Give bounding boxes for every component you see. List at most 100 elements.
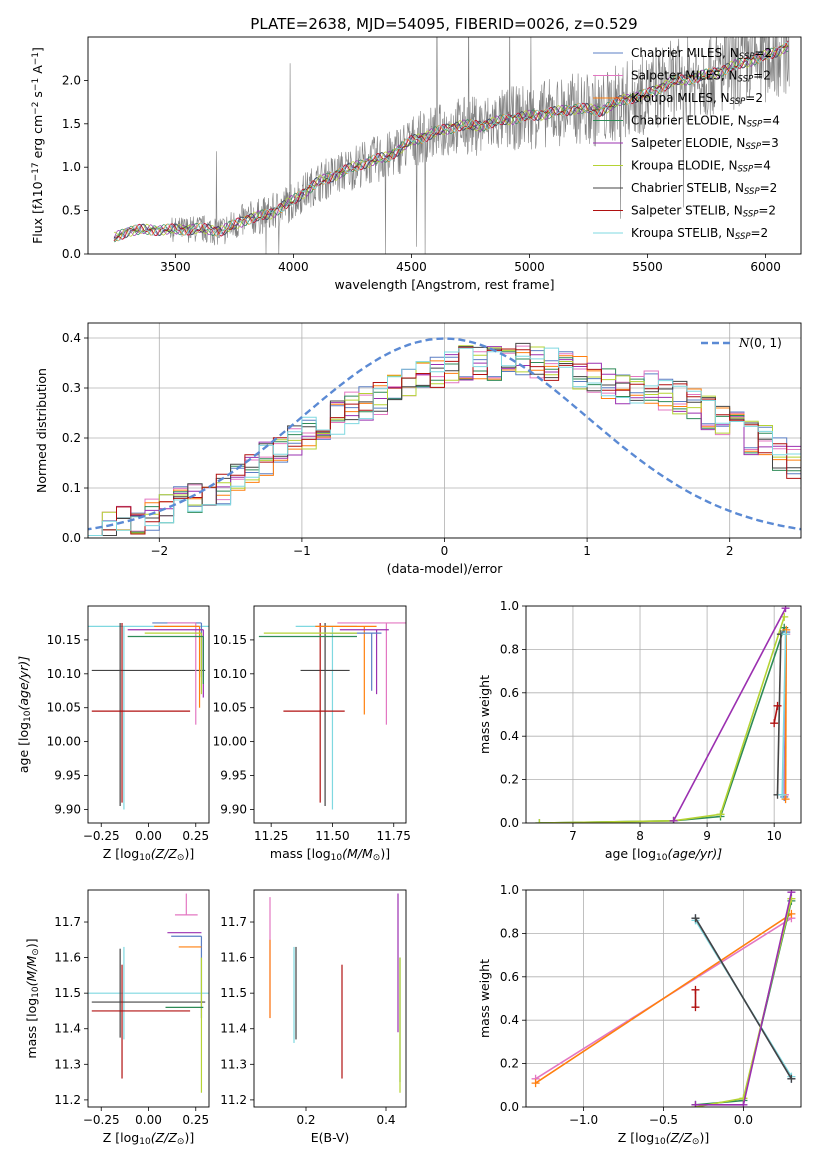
y-axis-label-part: −17 bbox=[31, 162, 41, 181]
x-tick-label: 1 bbox=[583, 544, 591, 558]
y-tick-label: 0.6 bbox=[500, 970, 519, 984]
axes-frame bbox=[253, 605, 407, 824]
legend-sub: SSP bbox=[745, 142, 761, 152]
y-axis-label-part: −2 bbox=[31, 102, 41, 115]
x-axis-label-part: (Z/Z bbox=[666, 1130, 693, 1145]
y-tick-label: 9.95 bbox=[54, 769, 81, 783]
y-tick-label: 10.00 bbox=[213, 735, 247, 749]
y-axis-label-part: erg cm bbox=[30, 115, 45, 163]
legend-tail: =4 bbox=[762, 114, 780, 128]
legend-tail: =4 bbox=[753, 159, 771, 173]
axes-frame bbox=[525, 889, 802, 1108]
x-tick-label: 0.25 bbox=[182, 1113, 209, 1127]
legend-label: Kroupa STELIB, N bbox=[631, 226, 735, 240]
histogram-chabrier_stelib bbox=[88, 342, 801, 538]
x-axis-label-part: ⊙ bbox=[692, 1137, 700, 1147]
weight-point-chabrier_stelib bbox=[787, 1074, 796, 1083]
y-tick-label: 10.05 bbox=[47, 701, 81, 715]
x-axis-label-part: 10 bbox=[139, 1137, 151, 1147]
figure-title: PLATE=2638, MJD=54095, FIBERID=0026, z=0… bbox=[250, 15, 637, 33]
legend-label: Salpeter ELODIE, N bbox=[631, 136, 745, 150]
y-axis-label: Normed distribution bbox=[34, 368, 49, 493]
x-axis-label-part: age [log bbox=[605, 846, 656, 861]
x-axis-label: E(B-V) bbox=[311, 1130, 350, 1145]
marks-residuals bbox=[88, 337, 801, 538]
x-axis-label-part: 10 bbox=[656, 853, 668, 863]
weight-point-kroupa_stelib bbox=[781, 630, 790, 639]
marks-age_vs_Z bbox=[88, 622, 209, 810]
x-tick-label: 5000 bbox=[514, 260, 545, 274]
y-tick-label: 11.5 bbox=[54, 986, 81, 1000]
y-axis-label-part: (age/yr)] bbox=[16, 656, 31, 711]
x-axis-label: (data-model)/error bbox=[387, 561, 504, 576]
weight-point-kroupa_miles bbox=[782, 625, 791, 634]
marks-mass_vs_ebv bbox=[269, 893, 401, 1093]
x-axis-label-part: )] bbox=[380, 846, 390, 861]
x-tick-label: −2 bbox=[150, 544, 168, 558]
x-tick-label: 8 bbox=[636, 829, 644, 843]
x-tick-label: 3500 bbox=[160, 260, 191, 274]
weight-line-chabrier_stelib bbox=[694, 917, 793, 1080]
legend-entry-kroupa_miles: Kroupa MILES, NSSP=2 bbox=[631, 91, 763, 107]
y-axis-label-part: −1 bbox=[31, 52, 41, 65]
plot-area-age_vs_Z bbox=[88, 622, 209, 810]
marks-weight_vs_Z bbox=[531, 890, 796, 1107]
legend-tail: =2 bbox=[758, 204, 776, 218]
weight-line-kroupa_miles bbox=[784, 629, 788, 800]
y-axis-label: age [log10(age/yr)] bbox=[16, 656, 33, 773]
axes-age_vs_mass: 11.25 11.50 11.75 9.90 9.95 10.00 10.05 10.10 10… bbox=[213, 605, 411, 863]
y-tick-label: 0.5 bbox=[62, 204, 81, 218]
weight-point-salpeter_stelib bbox=[773, 701, 782, 710]
y-axis-label-part: )] bbox=[24, 938, 39, 948]
legend-label: Chabrier MILES, N bbox=[631, 46, 739, 60]
y-tick-label: 10.10 bbox=[47, 667, 81, 681]
x-axis-label-part: mass [log bbox=[270, 846, 331, 861]
plot-area-age_vs_mass bbox=[258, 622, 406, 810]
model-spectrum-chabrier_elodie bbox=[113, 45, 789, 243]
x-tick-label: 0.2 bbox=[296, 1113, 315, 1127]
y-tick-label: 11.6 bbox=[220, 951, 247, 965]
legend-entry-chabrier_elodie: Chabrier ELODIE, NSSP=4 bbox=[631, 114, 780, 130]
y-tick-label: 0.0 bbox=[62, 247, 81, 261]
x-tick-label: 0 bbox=[441, 544, 449, 558]
y-axis-label: mass weight bbox=[477, 959, 492, 1038]
histogram-kroupa_stelib bbox=[88, 347, 801, 538]
x-tick-label: −0.5 bbox=[649, 1113, 678, 1127]
y-axis-label-part: s bbox=[30, 91, 45, 102]
y-tick-label: 9.90 bbox=[220, 802, 247, 816]
y-tick-label: 0.3 bbox=[62, 381, 81, 395]
y-axis-label-part: 10 bbox=[31, 986, 41, 998]
x-axis-label-part: )] bbox=[184, 1130, 194, 1145]
legend-sub: SSP bbox=[730, 97, 746, 107]
y-tick-label: 0.8 bbox=[500, 926, 519, 940]
weight-line-kroupa_stelib bbox=[781, 634, 787, 795]
legend-label: Kroupa MILES, N bbox=[631, 91, 730, 105]
model-spectrum-salpeter_stelib bbox=[113, 40, 789, 242]
y-tick-label: 0.2 bbox=[62, 431, 81, 445]
y-axis-label-part: −1 bbox=[31, 78, 41, 91]
y-tick-label: 1.0 bbox=[62, 160, 81, 174]
y-tick-label: 10.00 bbox=[47, 735, 81, 749]
histogram-kroupa_elodie bbox=[88, 345, 801, 538]
weight-point-salpeter_stelib bbox=[691, 1003, 700, 1012]
legend-sub: SSP bbox=[743, 210, 759, 220]
histogram-salpeter_miles bbox=[88, 345, 801, 538]
y-tick-label: 0.6 bbox=[500, 686, 519, 700]
x-axis-label-part: Z [log bbox=[618, 1130, 654, 1145]
weight-point-kroupa_elodie bbox=[535, 819, 544, 823]
y-tick-label: 0.4 bbox=[62, 331, 81, 345]
x-axis-label-part: 10 bbox=[139, 853, 151, 863]
x-tick-label: 0.00 bbox=[135, 1113, 162, 1127]
legend-entry-kroupa_elodie: Kroupa ELODIE, NSSP=4 bbox=[631, 159, 771, 175]
legend-entry-kroupa_stelib: Kroupa STELIB, NSSP=2 bbox=[631, 226, 768, 242]
weight-line-salpeter_elodie bbox=[672, 607, 787, 822]
x-axis-label-part: ⊙ bbox=[177, 1137, 185, 1147]
y-axis-label: mass weight bbox=[477, 675, 492, 754]
x-axis-label: Z [log10(Z/Z⊙)] bbox=[618, 1130, 709, 1147]
histogram-chabrier_miles bbox=[88, 350, 801, 538]
histogram-salpeter_stelib bbox=[88, 346, 801, 538]
x-tick-label: −1 bbox=[293, 544, 311, 558]
y-tick-label: 10.05 bbox=[213, 701, 247, 715]
y-tick-label: 0.1 bbox=[62, 481, 81, 495]
